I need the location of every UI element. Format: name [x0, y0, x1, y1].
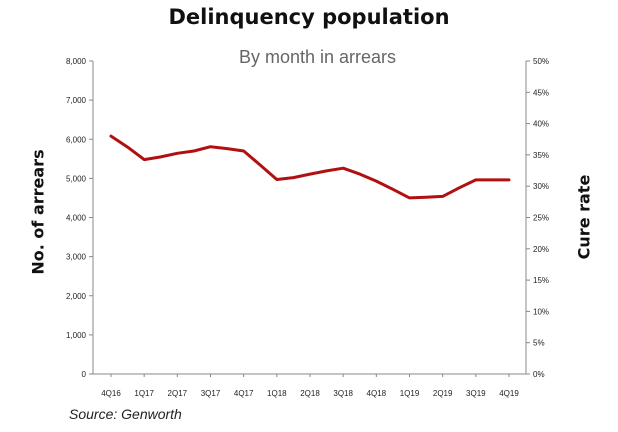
chart-title: Delinquency population	[168, 5, 450, 29]
x-tick-label: 3Q17	[201, 389, 221, 398]
source-note: Source: Genworth	[69, 406, 182, 422]
x-tick-label: 4Q19	[499, 389, 519, 398]
x-tick-label: 1Q19	[400, 389, 420, 398]
x-tick-label: 2Q17	[168, 389, 188, 398]
y-tick-label: 3,000	[66, 253, 87, 262]
y2-tick-label: 25%	[533, 214, 549, 223]
x-tick-label: 3Q19	[466, 389, 486, 398]
y-tick-label: 1,000	[66, 331, 87, 340]
y2-tick-label: 0%	[533, 370, 545, 379]
y-tick-label: 0	[82, 370, 87, 379]
y2-tick-label: 15%	[533, 276, 549, 285]
y2-tick-label: 40%	[533, 120, 549, 129]
y-tick-label: 4,000	[66, 214, 87, 223]
y2-tick-label: 35%	[533, 151, 549, 160]
y2-tick-label: 30%	[533, 182, 549, 191]
arrears-series-line	[109, 134, 511, 200]
y-tick-label: 5,000	[66, 174, 87, 183]
x-tick-label: 4Q16	[101, 389, 121, 398]
x-tick-label: 2Q18	[300, 389, 320, 398]
x-tick-label: 3Q18	[333, 389, 353, 398]
x-tick-label: 4Q17	[234, 389, 254, 398]
x-tick-label: 1Q17	[134, 389, 154, 398]
y-tick-label: 8,000	[66, 57, 87, 66]
chart-subtitle: By month in arrears	[238, 47, 397, 67]
x-tick-label: 2Q19	[433, 389, 453, 398]
y2-tick-label: 10%	[533, 307, 549, 316]
y2-tick-label: 50%	[533, 57, 549, 66]
y-tick-label: 6,000	[66, 135, 87, 144]
y2-tick-label: 45%	[533, 88, 549, 97]
y-tick-label: 2,000	[66, 292, 87, 301]
x-tick-label: 4Q18	[367, 389, 387, 398]
series-lines	[109, 134, 511, 200]
y2-tick-label: 5%	[533, 339, 545, 348]
x-tick-label: 1Q18	[267, 389, 287, 398]
y2-tick-label: 20%	[533, 245, 549, 254]
axes: 0 1,000 2,000 3,000 4,000 5,000 6,000 7,000 8,00…	[66, 57, 549, 398]
y-tick-label: 7,000	[66, 96, 87, 105]
